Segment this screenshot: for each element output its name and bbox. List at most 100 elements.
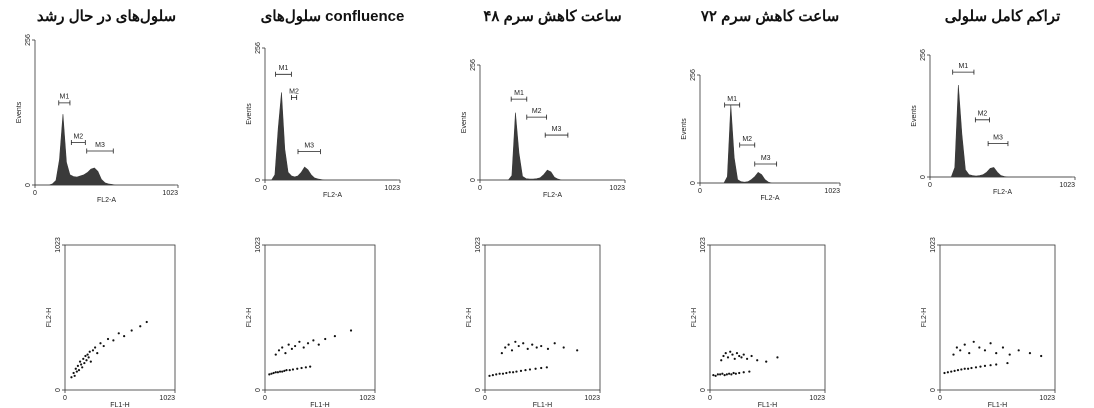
event-dot xyxy=(1008,353,1011,356)
event-dot xyxy=(728,372,731,375)
event-dot xyxy=(504,346,507,349)
event-dot xyxy=(498,372,501,375)
x-axis-label: FL2-A xyxy=(323,192,342,199)
event-dot xyxy=(123,335,126,338)
event-dot xyxy=(765,360,768,363)
event-dot xyxy=(74,367,77,370)
event-dot xyxy=(501,372,505,375)
event-dot xyxy=(720,359,723,362)
event-dot xyxy=(508,371,511,374)
gate-marker xyxy=(987,141,1009,147)
event-dot xyxy=(324,337,327,341)
event-dot xyxy=(91,349,95,352)
gate-label: M3 xyxy=(761,155,771,162)
gate-label: M2 xyxy=(978,111,988,118)
event-dot xyxy=(960,368,963,371)
x-tick-label: 1023 xyxy=(824,188,840,195)
event-dot xyxy=(1028,352,1032,355)
event-dot xyxy=(979,365,982,368)
gate-label: M3 xyxy=(304,142,314,149)
event-dot xyxy=(81,366,84,369)
plot-frame xyxy=(64,244,176,391)
gate-label: M2 xyxy=(742,136,752,143)
event-dot xyxy=(972,340,975,343)
gate-label: M1 xyxy=(727,96,737,103)
event-dot xyxy=(284,352,287,355)
event-dot xyxy=(77,369,81,372)
event-dot xyxy=(995,352,998,355)
x-tick-label: 1023 xyxy=(1059,182,1075,189)
panel-title: ۷۲ ساعت کاهش سرم xyxy=(700,8,839,25)
event-dot xyxy=(719,373,722,376)
event-dot xyxy=(274,353,277,356)
x-tick-label: 0 xyxy=(478,185,482,192)
event-dot xyxy=(76,364,80,368)
x-axis-label: FL2-A xyxy=(760,195,779,202)
event-dot xyxy=(515,370,518,373)
event-dot xyxy=(748,370,751,373)
event-dot xyxy=(106,337,110,341)
y-tick-label: 1023 xyxy=(930,237,937,253)
event-dot xyxy=(522,342,525,345)
event-dot xyxy=(306,342,310,345)
event-dot xyxy=(989,342,992,345)
event-dot xyxy=(1017,349,1020,352)
event-dot xyxy=(731,353,734,356)
plot-frame xyxy=(484,244,601,391)
gate-marker xyxy=(952,69,975,75)
event-dot xyxy=(278,370,282,373)
y-tick-label: 1023 xyxy=(700,237,707,253)
event-dot xyxy=(989,364,992,367)
event-dot xyxy=(86,353,89,356)
event-dot xyxy=(943,371,946,375)
gate-marker xyxy=(70,140,86,146)
y-tick-label: 0 xyxy=(255,178,262,182)
event-dot xyxy=(742,371,745,374)
gate-marker xyxy=(739,142,756,148)
histogram-area xyxy=(930,85,1072,178)
event-dot xyxy=(734,372,737,375)
event-dot xyxy=(540,366,543,370)
event-dot xyxy=(959,349,962,352)
event-dot xyxy=(283,369,286,372)
event-dot xyxy=(956,369,960,372)
gate-label: M3 xyxy=(552,126,562,133)
y-tick-label: 0 xyxy=(690,181,697,185)
event-dot xyxy=(729,350,732,353)
event-dot xyxy=(309,365,312,368)
event-dot xyxy=(145,320,148,324)
y-tick-label: 256 xyxy=(690,69,697,81)
event-dot xyxy=(963,367,966,370)
event-dot xyxy=(524,369,527,372)
event-dot xyxy=(740,356,743,359)
event-dot xyxy=(519,369,523,372)
event-dot xyxy=(287,343,290,346)
event-dot xyxy=(117,332,120,335)
event-dot xyxy=(94,346,97,349)
x-tick-label: 1023 xyxy=(159,395,175,402)
gate-marker xyxy=(724,102,741,108)
event-dot xyxy=(545,366,548,369)
event-dot xyxy=(317,343,320,346)
x-tick-label: 0 xyxy=(928,182,932,189)
event-dot xyxy=(517,344,520,348)
event-dot xyxy=(268,373,271,376)
event-dot xyxy=(512,371,515,374)
event-dot xyxy=(1001,346,1005,349)
gate-label: M3 xyxy=(95,142,105,149)
x-tick-label: 1023 xyxy=(1039,395,1055,402)
event-dot xyxy=(505,371,508,375)
event-dot xyxy=(531,343,534,346)
x-tick-label: 1023 xyxy=(809,395,825,402)
y-tick-label: 0 xyxy=(55,388,62,392)
event-dot xyxy=(738,354,741,358)
x-axis-label: FL1-H xyxy=(988,402,1007,408)
y-tick-label: 0 xyxy=(930,388,937,392)
x-tick-label: 0 xyxy=(63,395,67,402)
event-dot xyxy=(288,369,291,372)
x-tick-label: 0 xyxy=(263,395,267,402)
event-dot xyxy=(526,347,529,350)
histogram-area xyxy=(700,104,837,184)
gate-label: M1 xyxy=(59,94,69,101)
x-tick-label: 1023 xyxy=(359,395,375,402)
